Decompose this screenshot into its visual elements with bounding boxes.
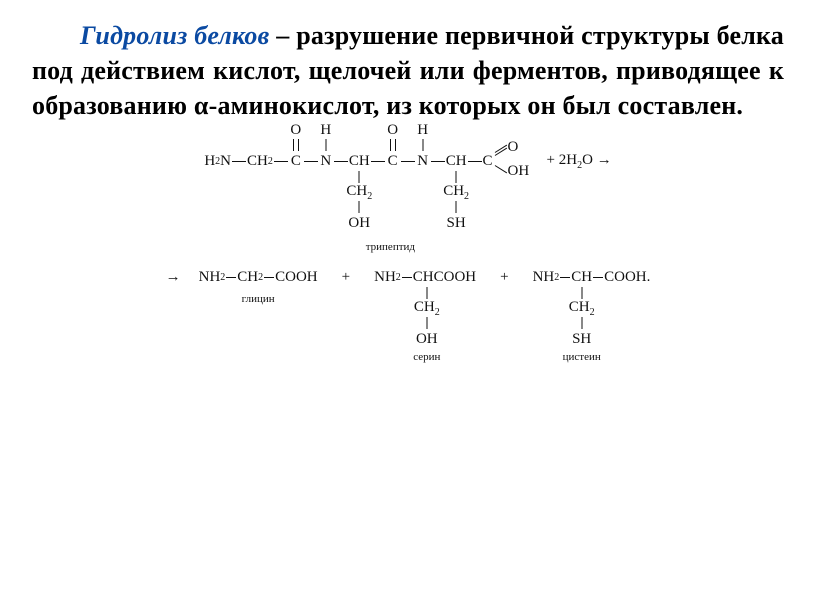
reaction-diagram: H2N CH2 C O N H CH CH2 OH	[32, 151, 784, 287]
bond	[456, 201, 457, 213]
bond	[371, 161, 385, 162]
cooh-o: O	[508, 139, 519, 156]
bond	[334, 161, 348, 162]
atom: NH2	[199, 267, 226, 287]
bond	[402, 277, 412, 278]
bond	[274, 161, 288, 162]
bond	[426, 317, 427, 329]
product-glycine: NH2 CH2 COOH глицин	[199, 267, 318, 287]
atom-n1: N H	[319, 151, 333, 171]
plus: +	[342, 269, 350, 286]
tripeptide: H2N CH2 C O N H CH CH2 OH	[204, 151, 492, 171]
atom: NH2	[374, 267, 401, 287]
term: Гидролиз белков	[80, 21, 269, 50]
atom-ch-serine: CH CH2 OH	[349, 151, 370, 171]
product-cysteine: NH2 CH CH2 SH цистеин COOH.	[533, 267, 651, 287]
atom-n2: N H	[416, 151, 430, 171]
cooh-group: C O OH	[483, 151, 493, 171]
bond	[426, 287, 427, 299]
glycine-label: глицин	[242, 293, 275, 305]
bond	[456, 171, 457, 183]
atom: COOH	[275, 267, 318, 287]
atom: NH2	[533, 267, 560, 287]
atom-c1: C O	[289, 151, 303, 171]
side-ch2: CH2	[346, 183, 372, 202]
atom-ch: CHCOOH CH2 OH серин	[413, 267, 476, 287]
plus-water-arrow: + 2H2O →	[547, 152, 612, 171]
bond	[232, 161, 246, 162]
atom: COOH.	[604, 267, 650, 287]
reactant-row: H2N CH2 C O N H CH CH2 OH	[204, 151, 611, 171]
cysteine-label: цистеин	[563, 351, 601, 363]
bond	[226, 277, 236, 278]
definition-paragraph: Гидролиз белков – разрушение первичной с…	[32, 18, 784, 123]
bond	[359, 171, 360, 183]
atom-ch-cys: CH CH2 SH	[446, 151, 467, 171]
side-ch2: CH2	[443, 183, 469, 202]
tripeptide-backbone: H2N CH2 C O N H CH CH2 OH	[204, 151, 492, 171]
cooh-oh: OH	[508, 163, 530, 180]
bond	[422, 139, 423, 151]
cysteine-chain: NH2 CH CH2 SH цистеин COOH.	[533, 267, 651, 287]
atom-h2n: H2N	[204, 151, 231, 171]
bond	[581, 317, 582, 329]
double-bond	[293, 139, 299, 151]
bond	[401, 161, 415, 162]
bond	[304, 161, 318, 162]
side-ch2: CH2	[569, 299, 595, 318]
atom: CH2	[237, 267, 263, 287]
glycine-chain: NH2 CH2 COOH	[199, 267, 318, 287]
bond	[581, 287, 582, 299]
amide-h: H	[320, 122, 331, 139]
serine-chain: NH2 CHCOOH CH2 OH серин	[374, 267, 476, 287]
arrow2: →	[166, 269, 181, 286]
plus: +	[500, 269, 508, 286]
bond	[325, 139, 326, 151]
side-sh: SH	[447, 215, 466, 232]
atom-c2: C O	[386, 151, 400, 171]
serine-label: серин	[413, 351, 440, 363]
bond	[593, 277, 603, 278]
atom-ch2: CH2	[247, 151, 273, 171]
bond	[560, 277, 570, 278]
product-serine: NH2 CHCOOH CH2 OH серин	[374, 267, 476, 287]
side-oh: OH	[416, 331, 438, 348]
side-oh: OH	[348, 215, 370, 232]
bond	[431, 161, 445, 162]
side-ch2: CH2	[414, 299, 440, 318]
amide-h: H	[417, 122, 428, 139]
carbonyl-o: O	[387, 122, 398, 139]
bond	[468, 161, 482, 162]
bond	[494, 165, 506, 173]
double-bond	[390, 139, 396, 151]
tripeptide-label: трипептид	[366, 241, 415, 253]
side-sh: SH	[572, 331, 591, 348]
dash: –	[269, 21, 296, 50]
product-row: → NH2 CH2 COOH глицин + NH2 CHCOOH CH2	[166, 267, 651, 287]
bond	[359, 201, 360, 213]
carbonyl-o: O	[290, 122, 301, 139]
atom-ch: CH CH2 SH цистеин	[571, 267, 592, 287]
bond	[264, 277, 274, 278]
